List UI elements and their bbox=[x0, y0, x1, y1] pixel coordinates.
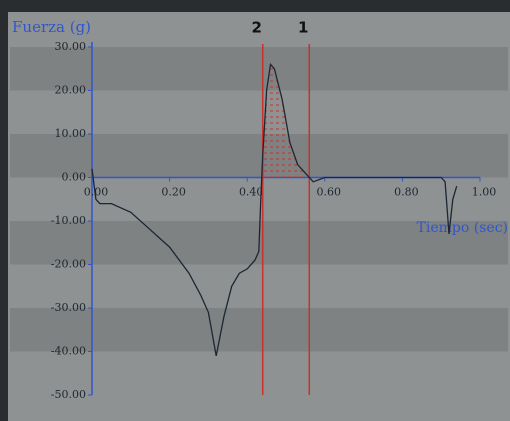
x-tick-label: 1.00 bbox=[472, 186, 497, 199]
cursor-label: 1 bbox=[298, 19, 308, 37]
y-tick-label: 0.00 bbox=[62, 171, 87, 184]
y-tick-label: 30.00 bbox=[55, 40, 87, 53]
page: Fuerza (g) 30.00 20.00 10.00 0.00 -10.00 -20.… bbox=[0, 0, 510, 421]
y-tick-label: -40.00 bbox=[51, 345, 86, 358]
cursor-label: 2 bbox=[252, 19, 262, 37]
y-tick-label: -10.00 bbox=[51, 214, 86, 227]
y-tick-label: -50.00 bbox=[51, 388, 86, 401]
y-axis-label: Fuerza (g) bbox=[12, 18, 91, 36]
x-tick-label: 0.40 bbox=[239, 186, 264, 199]
x-tick-label: 0.60 bbox=[317, 186, 342, 199]
x-tick-label: 0.20 bbox=[161, 186, 186, 199]
chart: Fuerza (g) 30.00 20.00 10.00 0.00 -10.00 -20.… bbox=[0, 0, 510, 421]
y-tick-label: 10.00 bbox=[55, 127, 87, 140]
y-tick-label: -20.00 bbox=[51, 258, 86, 271]
x-axis-label: Tiempo (sec) bbox=[417, 220, 508, 236]
y-tick-label: 20.00 bbox=[55, 84, 87, 97]
x-tick-label: 0.80 bbox=[394, 186, 419, 199]
y-tick-label: -30.00 bbox=[51, 301, 86, 314]
